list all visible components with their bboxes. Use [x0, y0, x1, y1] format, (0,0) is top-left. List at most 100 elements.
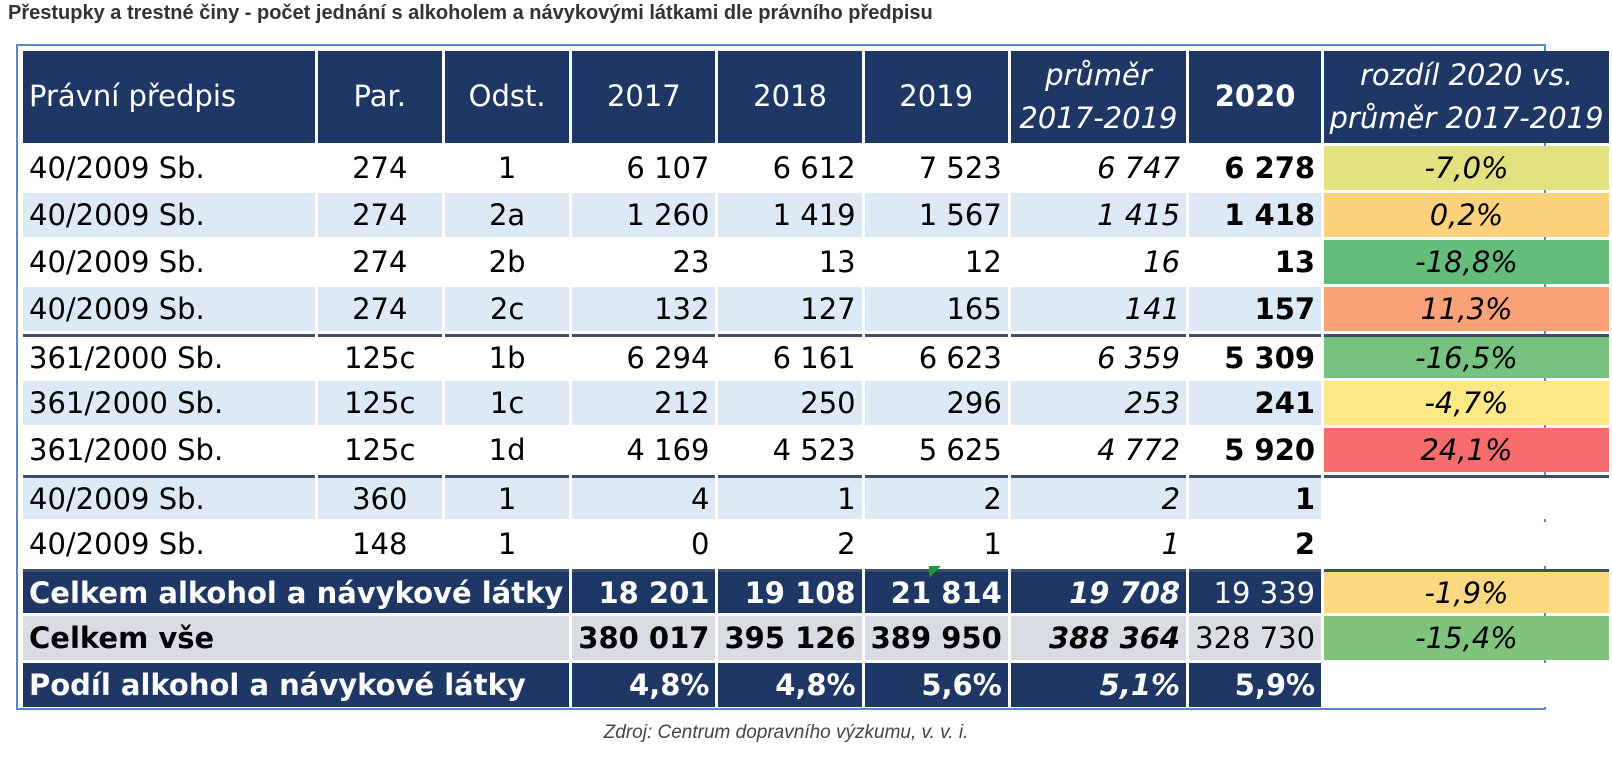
cell-2019: 7 523 [864, 146, 1008, 190]
cell-average: 6 747 [1010, 146, 1187, 190]
cell-odst: 2c [444, 287, 570, 331]
cell-average: 141 [1010, 287, 1187, 331]
cell-average: 2 [1010, 475, 1187, 519]
cell-2018: 13 [718, 240, 862, 284]
cell-2019: 1 [864, 522, 1008, 566]
total-2019: 389 950 [864, 616, 1008, 660]
comment-marker-icon [929, 566, 941, 578]
header-odst: Odst. [444, 51, 570, 143]
cell-2017: 23 [572, 240, 716, 284]
total-2018: 395 126 [718, 616, 862, 660]
statistics-table: Právní předpis Par. Odst. 2017 2018 2019… [20, 48, 1612, 710]
cell-2017: 6 107 [572, 146, 716, 190]
header-2019: 2019 [864, 51, 1008, 143]
total-2020: 5,9% [1189, 663, 1322, 707]
cell-2019: 6 623 [864, 334, 1008, 378]
total-label: Podíl alkohol a návykové látky [23, 663, 570, 707]
cell-2020: 5 920 [1189, 428, 1322, 472]
header-law: Právní předpis [23, 51, 315, 143]
total-2017: 380 017 [572, 616, 716, 660]
cell-average: 1 415 [1010, 193, 1187, 237]
header-average-line2: 2017-2019 [1019, 101, 1178, 135]
header-par: Par. [317, 51, 442, 143]
cell-odst: 1 [444, 475, 570, 519]
cell-difference: -18,8% [1324, 240, 1609, 284]
cell-2017: 212 [572, 381, 716, 425]
cell-par: 125c [317, 334, 442, 378]
cell-odst: 2b [444, 240, 570, 284]
cell-2020: 13 [1189, 240, 1322, 284]
cell-2017: 4 169 [572, 428, 716, 472]
cell-par: 148 [317, 522, 442, 566]
total-2017: 4,8% [572, 663, 716, 707]
cell-2020: 2 [1189, 522, 1322, 566]
cell-odst: 1 [444, 146, 570, 190]
cell-difference-empty [1324, 475, 1609, 519]
cell-law: 40/2009 Sb. [23, 287, 315, 331]
header-difference: rozdíl 2020 vs. průměr 2017-2019 [1324, 51, 1609, 143]
header-difference-line2: průměr 2017-2019 [1329, 101, 1604, 135]
cell-2018: 6 612 [718, 146, 862, 190]
total-2018: 4,8% [718, 663, 862, 707]
cell-odst: 2a [444, 193, 570, 237]
table-row: 40/2009 Sb. 148 1 0 2 1 1 2 [23, 522, 1609, 566]
cell-average: 4 772 [1010, 428, 1187, 472]
table-row: 361/2000 Sb. 125c 1d 4 169 4 523 5 625 4… [23, 428, 1609, 472]
total-2017: 18 201 [572, 569, 716, 613]
cell-par: 125c [317, 428, 442, 472]
cell-difference: 11,3% [1324, 287, 1609, 331]
table-row: 40/2009 Sb. 274 2b 23 13 12 16 13 -18,8% [23, 240, 1609, 284]
cell-difference: 24,1% [1324, 428, 1609, 472]
cell-2018: 4 523 [718, 428, 862, 472]
total-average: 19 708 [1010, 569, 1187, 613]
total-2019: 5,6% [864, 663, 1008, 707]
cell-par: 274 [317, 240, 442, 284]
total-row-all: Celkem vše 380 017 395 126 389 950 388 3… [23, 616, 1609, 660]
total-difference: -1,9% [1324, 569, 1609, 613]
cell-par: 274 [317, 287, 442, 331]
table-row: 361/2000 Sb. 125c 1c 212 250 296 253 241… [23, 381, 1609, 425]
cell-odst: 1 [444, 522, 570, 566]
cell-odst: 1c [444, 381, 570, 425]
cell-law: 361/2000 Sb. [23, 428, 315, 472]
cell-par: 274 [317, 193, 442, 237]
cell-2017: 6 294 [572, 334, 716, 378]
cell-2018: 1 [718, 475, 862, 519]
cell-average: 6 359 [1010, 334, 1187, 378]
cell-2017: 0 [572, 522, 716, 566]
cell-2017: 1 260 [572, 193, 716, 237]
table-row: 361/2000 Sb. 125c 1b 6 294 6 161 6 623 6… [23, 334, 1609, 378]
cell-odst: 1d [444, 428, 570, 472]
header-row: Právní předpis Par. Odst. 2017 2018 2019… [23, 51, 1609, 143]
cell-difference: 0,2% [1324, 193, 1609, 237]
table-row: 40/2009 Sb. 360 1 4 1 2 2 1 [23, 475, 1609, 519]
header-2018: 2018 [718, 51, 862, 143]
cell-2019: 165 [864, 287, 1008, 331]
cell-2019: 12 [864, 240, 1008, 284]
cell-2020: 157 [1189, 287, 1322, 331]
header-2017: 2017 [572, 51, 716, 143]
cell-2018: 250 [718, 381, 862, 425]
cell-2017: 132 [572, 287, 716, 331]
cell-difference: -4,7% [1324, 381, 1609, 425]
cell-difference-empty [1324, 522, 1609, 566]
total-2020: 328 730 [1189, 616, 1322, 660]
header-difference-line1: rozdíl 2020 vs. [1359, 57, 1574, 92]
cell-average: 16 [1010, 240, 1187, 284]
cell-2019: 1 567 [864, 193, 1008, 237]
cell-2018: 2 [718, 522, 862, 566]
total-row-share: Podíl alkohol a návykové látky 4,8% 4,8%… [23, 663, 1609, 707]
source-note: Zdroj: Centrum dopravního výzkumu, v. v.… [603, 722, 969, 743]
cell-par: 125c [317, 381, 442, 425]
cell-law: 40/2009 Sb. [23, 475, 315, 519]
table-title: Přestupky a trestné činy - počet jednání… [8, 2, 933, 24]
total-row-alcohol: Celkem alkohol a návykové látky 18 201 1… [23, 569, 1609, 613]
cell-difference-empty [1324, 663, 1609, 707]
header-average: průměr 2017-2019 [1010, 51, 1187, 143]
cell-average: 1 [1010, 522, 1187, 566]
cell-2018: 1 419 [718, 193, 862, 237]
cell-law: 361/2000 Sb. [23, 381, 315, 425]
header-average-line1: průměr [1045, 57, 1152, 92]
cell-2020: 6 278 [1189, 146, 1322, 190]
cell-2019: 2 [864, 475, 1008, 519]
